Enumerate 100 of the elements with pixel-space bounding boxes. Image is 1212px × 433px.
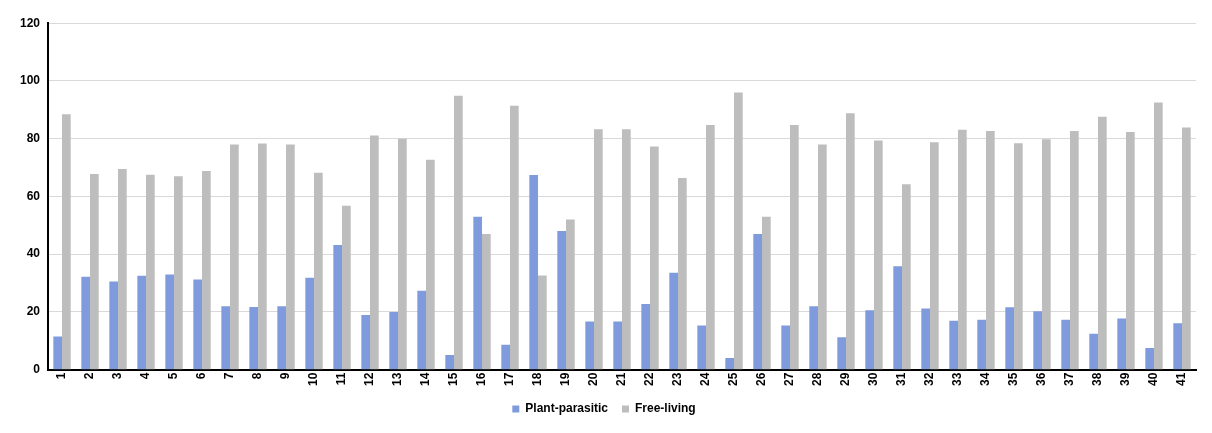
bar: [305, 277, 315, 370]
x-tick-label: 5: [166, 372, 181, 380]
bar: [1145, 348, 1154, 370]
bar: [501, 344, 511, 370]
bar: [1089, 333, 1098, 370]
bar: [165, 274, 175, 370]
legend-label: Free-living: [635, 401, 696, 416]
y-tick-label: 20: [26, 304, 41, 319]
bar: [949, 320, 958, 370]
bar: [529, 175, 539, 370]
x-tick-label: 28: [810, 372, 825, 387]
x-tick-label: 9: [278, 372, 293, 380]
x-tick-label: 22: [642, 372, 657, 387]
bar: [510, 105, 519, 370]
bar: [342, 205, 351, 370]
x-tick-label: 39: [1118, 372, 1133, 387]
bar: [445, 354, 455, 370]
bar: [874, 140, 883, 370]
y-tick-label: 80: [26, 131, 41, 145]
bar: [221, 306, 231, 370]
x-tick-label: 3: [110, 372, 125, 380]
bar: [90, 173, 99, 370]
x-tick-label: 41: [1174, 372, 1189, 387]
y-tick-label: 60: [26, 188, 41, 203]
bar: [893, 266, 903, 370]
bar: [230, 144, 239, 370]
bar: [986, 130, 995, 370]
bar: [193, 279, 203, 370]
x-tick-label: 21: [614, 372, 629, 387]
bar: [81, 276, 91, 370]
y-tick-label: 0: [33, 361, 41, 376]
bar: [62, 114, 71, 370]
x-tick-label: 32: [922, 372, 937, 387]
bar: [53, 336, 63, 370]
bar: [286, 144, 295, 370]
bar: [865, 310, 875, 370]
x-tick-label: 31: [894, 372, 909, 387]
bar: [977, 319, 986, 370]
bar: [398, 138, 407, 370]
bar: [958, 129, 967, 370]
bar: [837, 337, 847, 370]
bar: [454, 95, 463, 370]
bar: [613, 321, 623, 370]
bar: [1154, 102, 1163, 370]
bar: [706, 125, 715, 370]
bar: [361, 315, 371, 370]
bar: [846, 113, 855, 370]
x-tick-label: 34: [978, 372, 993, 387]
bar: [174, 176, 183, 370]
bar: [137, 275, 147, 370]
bar: [734, 92, 743, 370]
bar: [781, 325, 791, 370]
x-tick-label: 20: [586, 372, 601, 387]
bar: [594, 129, 603, 370]
bar: [1126, 132, 1135, 370]
x-tick-label: 6: [194, 372, 209, 380]
bar: [118, 169, 127, 370]
x-tick-label: 15: [446, 372, 461, 387]
bar: [1033, 311, 1042, 370]
bar: [473, 216, 483, 370]
bar: [258, 143, 267, 370]
bar: [1098, 116, 1107, 370]
bar: [426, 159, 435, 370]
bar: [566, 219, 575, 370]
bar: [809, 306, 819, 370]
x-tick-label: 12: [362, 372, 377, 387]
x-tick-label: 23: [670, 372, 685, 387]
x-tick-label: 18: [530, 372, 545, 387]
bar: [333, 244, 343, 370]
y-tick-label: 120: [19, 15, 41, 30]
bar: [1042, 139, 1051, 370]
bar: [538, 275, 547, 370]
bar: [697, 325, 707, 370]
x-tick-label: 24: [698, 372, 713, 387]
y-tick-label: 40: [26, 246, 41, 261]
x-tick-label: 25: [726, 372, 741, 387]
x-tick-label: 7: [222, 372, 237, 380]
bar: [753, 233, 763, 370]
x-tick-label: 4: [138, 372, 153, 380]
x-tick-label: 33: [950, 372, 965, 387]
legend-label: Plant-parasitic: [525, 401, 609, 416]
bar: [930, 142, 939, 370]
x-tick-label: 10: [306, 372, 321, 387]
x-tick-label: 8: [250, 372, 265, 380]
x-tick-label: 38: [1090, 372, 1105, 387]
bar: [585, 321, 595, 370]
x-tick-label: 17: [502, 372, 517, 387]
bar: [678, 177, 687, 370]
x-tick-label: 11: [334, 372, 349, 386]
x-tick-label: 16: [474, 372, 489, 387]
bar: [249, 307, 259, 370]
x-tick-label: 26: [754, 372, 769, 387]
bar: [417, 290, 427, 370]
bar: [902, 184, 911, 370]
bar: [669, 272, 679, 370]
bar: [818, 144, 827, 370]
bar: [1061, 319, 1070, 370]
x-tick-label: 37: [1062, 372, 1077, 387]
bar: [790, 125, 799, 370]
bar: [557, 231, 567, 370]
